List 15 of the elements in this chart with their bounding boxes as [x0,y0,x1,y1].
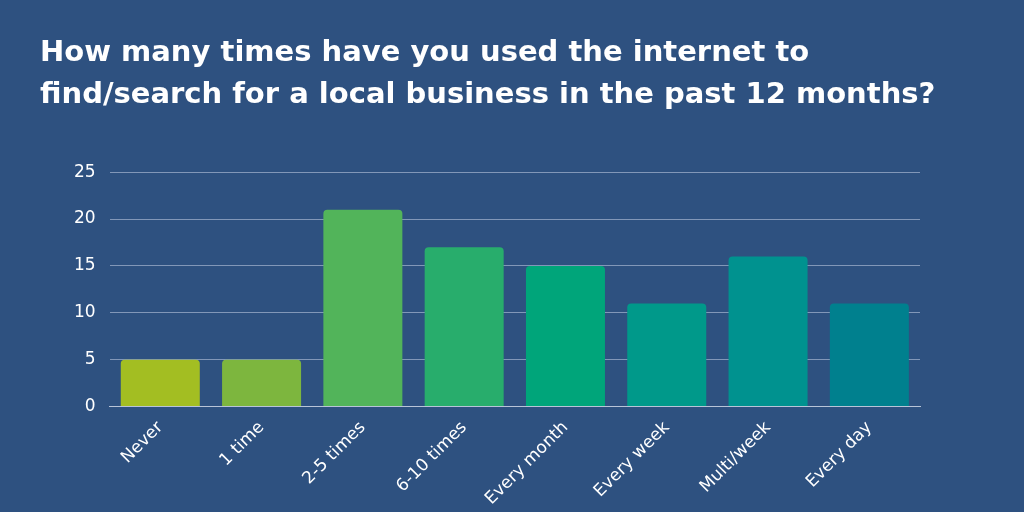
y-tick-label: 25 [73,160,96,181]
bar [222,359,302,407]
y-tick-label: 5 [84,348,96,369]
bar [120,359,200,407]
bar [627,303,707,407]
y-tick-label: 0 [84,395,96,415]
chart-title: How many times have you used the internet to find/search for a local business in the past 12 months? [40,33,937,112]
bar [424,247,504,407]
bar [829,303,909,407]
bar [323,209,403,407]
y-tick-label: 10 [73,301,96,322]
bar [728,256,808,407]
y-tick-label: 20 [73,207,96,228]
y-tick-label: 15 [73,254,96,275]
bar [525,265,605,407]
